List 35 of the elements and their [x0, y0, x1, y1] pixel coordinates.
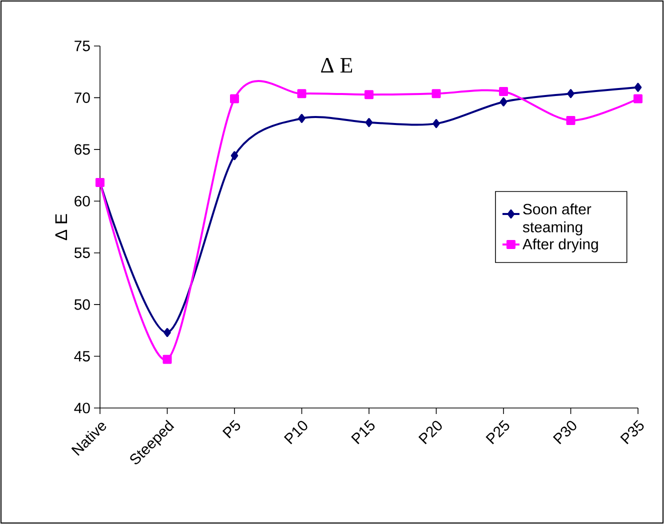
chart-title: Δ E [321, 58, 352, 72]
x-tick-label: P15 [351, 420, 375, 444]
x-tick-label: P5 [222, 420, 240, 438]
y-tick-label: 40 [74, 402, 90, 414]
point [164, 328, 171, 337]
point [500, 97, 508, 106]
x-tick-label: P35 [620, 420, 644, 444]
y-tick-label: 65 [74, 144, 90, 155]
point [297, 89, 306, 98]
y-tick-label: 75 [74, 40, 90, 52]
y-tick-label: 45 [74, 351, 90, 362]
point [634, 94, 643, 104]
y-tick-label: 55 [74, 248, 90, 258]
point [364, 90, 374, 100]
x-tick-label: P25 [486, 420, 510, 444]
y-tick-label: 50 [74, 299, 90, 310]
y-tick-label: 60 [74, 196, 90, 206]
point [567, 89, 574, 98]
point [162, 354, 172, 364]
point [432, 119, 440, 128]
x-tick-label: P20 [418, 420, 442, 444]
x-tick-label: P10 [284, 420, 308, 444]
x-tick-label: P30 [552, 420, 576, 444]
point [499, 87, 508, 96]
point [230, 151, 238, 160]
point [298, 114, 306, 123]
point [566, 116, 576, 125]
point [634, 82, 642, 92]
y-axis-title: Δ E [55, 214, 68, 240]
point [230, 94, 240, 104]
legend-label: After drying [522, 238, 598, 252]
point [365, 118, 373, 128]
y-tick-label: 70 [74, 92, 90, 103]
legend-label: Soon after steaming [522, 203, 592, 236]
point [432, 89, 441, 98]
